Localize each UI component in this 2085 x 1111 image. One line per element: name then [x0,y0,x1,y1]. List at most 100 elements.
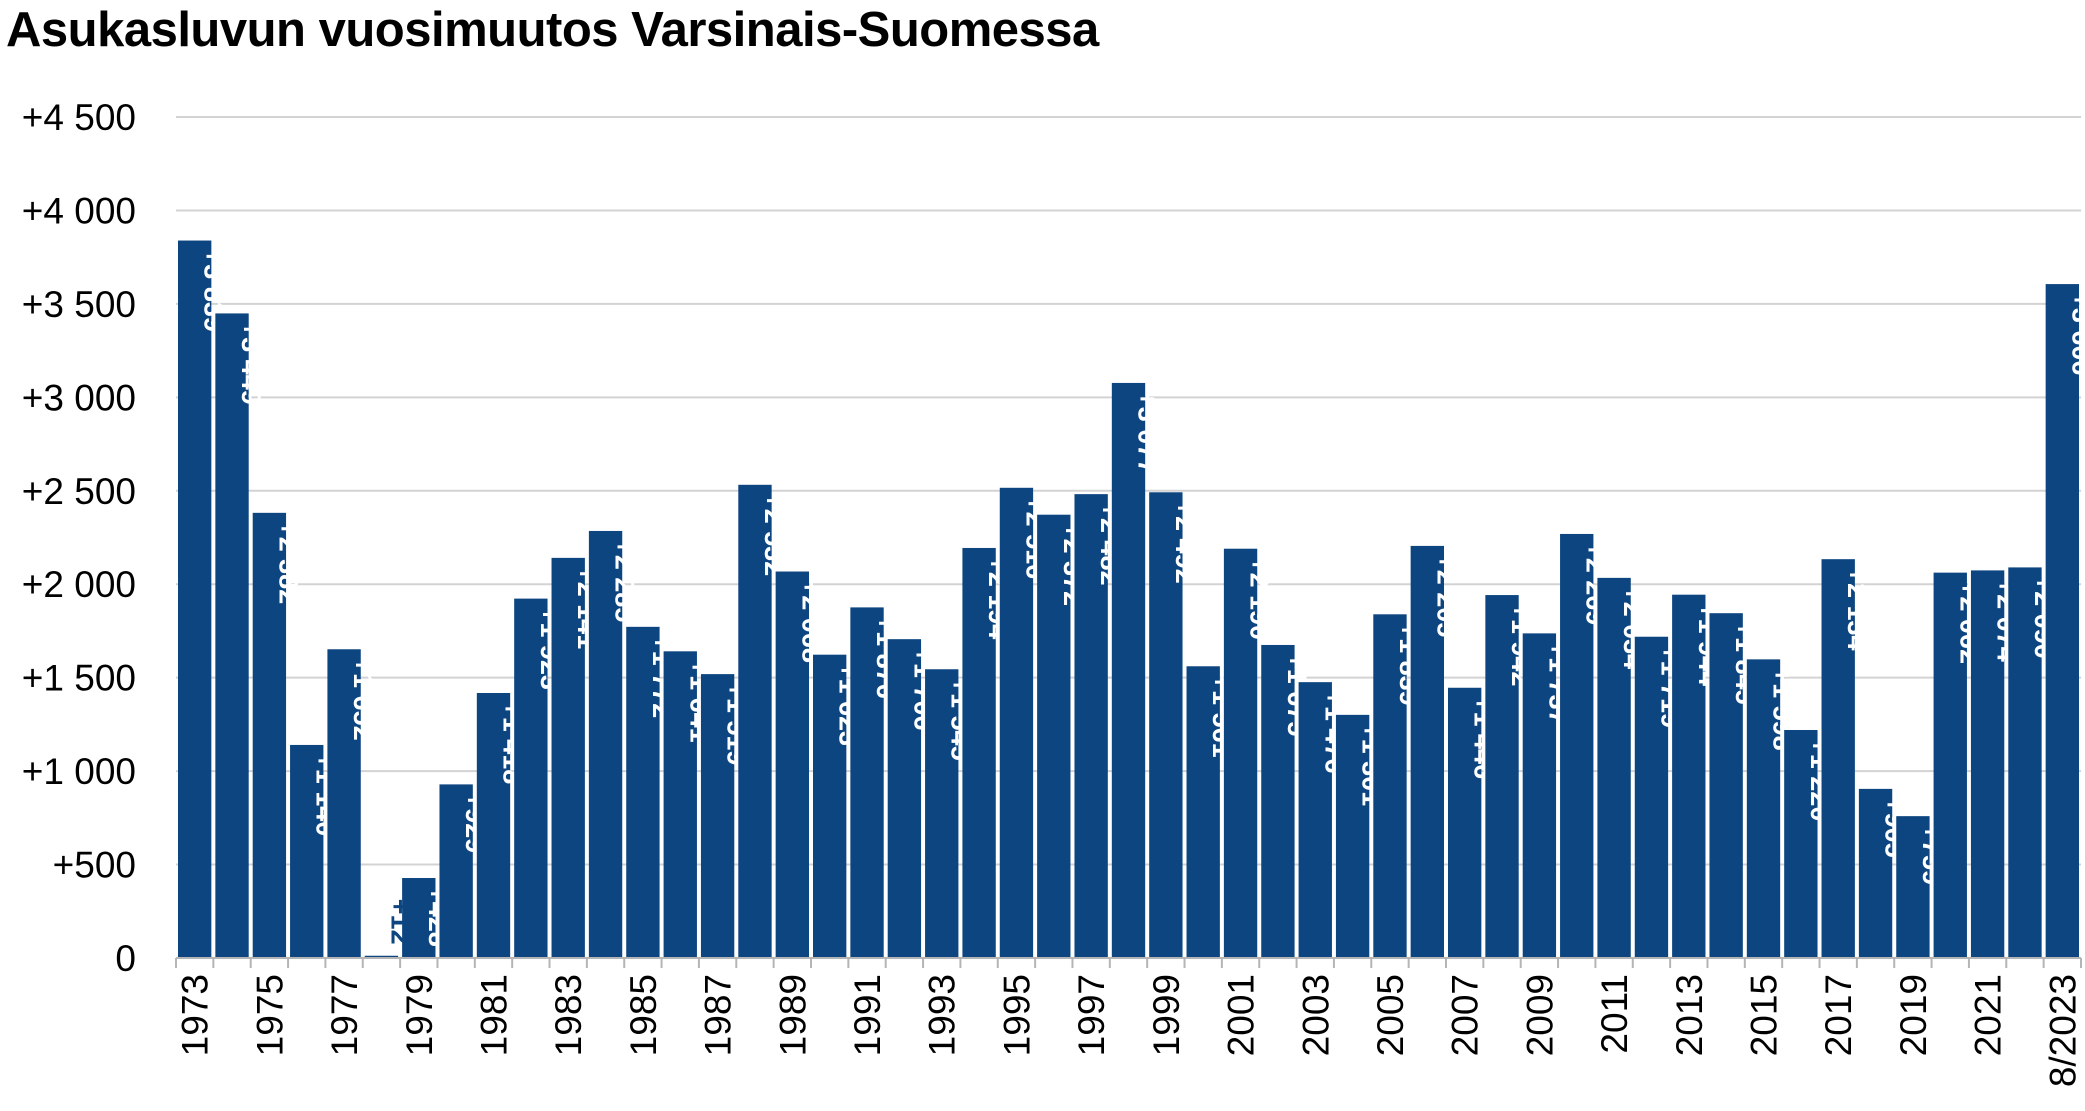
y-tick-label: +500 [53,845,136,886]
bar [1821,559,1855,958]
x-tick-label: 1981 [474,974,515,1056]
bar [925,669,959,958]
bar [1298,682,1332,958]
bar [1074,494,1108,958]
bar [1485,595,1519,958]
bar [439,784,473,958]
x-tick-label: 2013 [1669,974,1710,1056]
x-tick-label: 1987 [698,974,739,1056]
data-label: +3 606 [2066,292,2085,375]
x-tick-label: 2015 [1744,974,1785,1056]
bar [364,955,399,958]
bar [1634,636,1669,958]
bars: +3 839+3 449+2 382+1 140+1 652+12 +428+92… [178,240,2085,959]
x-tick-label: 2019 [1893,974,1934,1056]
bar [850,607,884,958]
data-label: +2 285 [610,539,640,622]
x-tick-label: 1991 [847,974,888,1056]
bar [1410,545,1444,958]
bar [1933,572,1967,958]
y-tick-label: +2 500 [22,471,136,512]
x-tick-label: 2005 [1370,974,1411,1056]
bar [1223,548,1258,958]
bar [962,547,996,958]
y-axis-tick-labels: 0 +500 +1 000 +1 500 +2 000 +2 500 +3 000 +3 50… [22,97,136,979]
x-tick-label: 1977 [324,974,365,1056]
x-tick-label: 1993 [922,974,963,1056]
bar [887,639,922,958]
bar [402,878,436,958]
bar [626,626,660,958]
chart-title: Asukasluvun vuosimuutos Varsinais-Suomes… [6,3,1099,57]
data-label: +3 449 [236,321,266,404]
x-axis [175,957,2082,968]
y-tick-label: +1 500 [22,658,136,699]
x-tick-label: 2007 [1445,974,1486,1056]
bar [1448,687,1482,958]
bar [252,512,287,958]
y-tick-label: +1 000 [22,751,136,792]
bar [215,313,249,958]
x-tick-label: 2021 [1968,974,2009,1056]
data-label: +2 134 [1842,567,1872,650]
x-tick-label: 1983 [548,974,589,1056]
bar [290,744,324,958]
bar [1597,577,1631,958]
data-label: +1 652 [348,657,378,740]
x-tick-label: 8/2023 [2042,974,2083,1087]
y-tick-label: +3 000 [22,377,136,418]
bar [1896,816,1930,958]
x-tick-label: 1985 [623,974,664,1056]
y-tick-label: 0 [115,938,136,979]
bar [1111,382,1146,959]
bar [2008,567,2042,958]
bar [813,654,847,958]
bar [514,598,548,958]
data-label: +2 190 [1245,557,1275,640]
x-tick-label: 1999 [1146,974,1187,1056]
bar [738,484,772,958]
bar [1037,514,1071,958]
bar [1373,614,1407,958]
bar [1970,570,2005,958]
bar [588,530,623,958]
data-label: +2 532 [759,493,789,576]
bar [2045,284,2079,958]
bar [1335,714,1370,958]
bar [551,557,585,958]
bar [476,692,511,958]
bar [1672,594,1706,958]
bar [1186,666,1220,958]
x-tick-label: 2017 [1818,974,1859,1056]
x-tick-label: 1979 [399,974,440,1056]
bar [999,487,1034,958]
data-label: +2 205 [1431,554,1461,637]
bar [1149,492,1183,958]
data-label: +3 077 [1133,391,1163,474]
bar [178,240,212,958]
x-tick-label: 1995 [996,974,1037,1056]
bar [1784,729,1818,958]
x-tick-label: 1973 [175,974,216,1056]
bar [1709,613,1743,958]
bar [775,571,809,958]
y-tick-label: +2 000 [22,564,136,605]
data-label: +2 382 [273,521,303,604]
bar [1746,659,1781,958]
x-tick-label: 2009 [1519,974,1560,1056]
x-tick-label: 2003 [1295,974,1336,1056]
y-tick-label: +4 000 [22,190,136,231]
x-tick-label: 2011 [1594,974,1635,1054]
bar [1261,644,1295,958]
x-tick-label: 1997 [1071,974,1112,1056]
bar [700,674,735,958]
bar [1560,533,1594,958]
y-tick-label: +4 500 [22,97,136,138]
bar [1522,633,1557,958]
data-label: +2 068 [796,580,826,663]
x-axis-tick-labels: 1973 1975 1977 1979 1981 1983 1985 1987 1989 1991… [175,974,2084,1087]
bar [663,651,697,958]
data-label: +2 492 [1170,500,1200,583]
bar [327,649,361,958]
